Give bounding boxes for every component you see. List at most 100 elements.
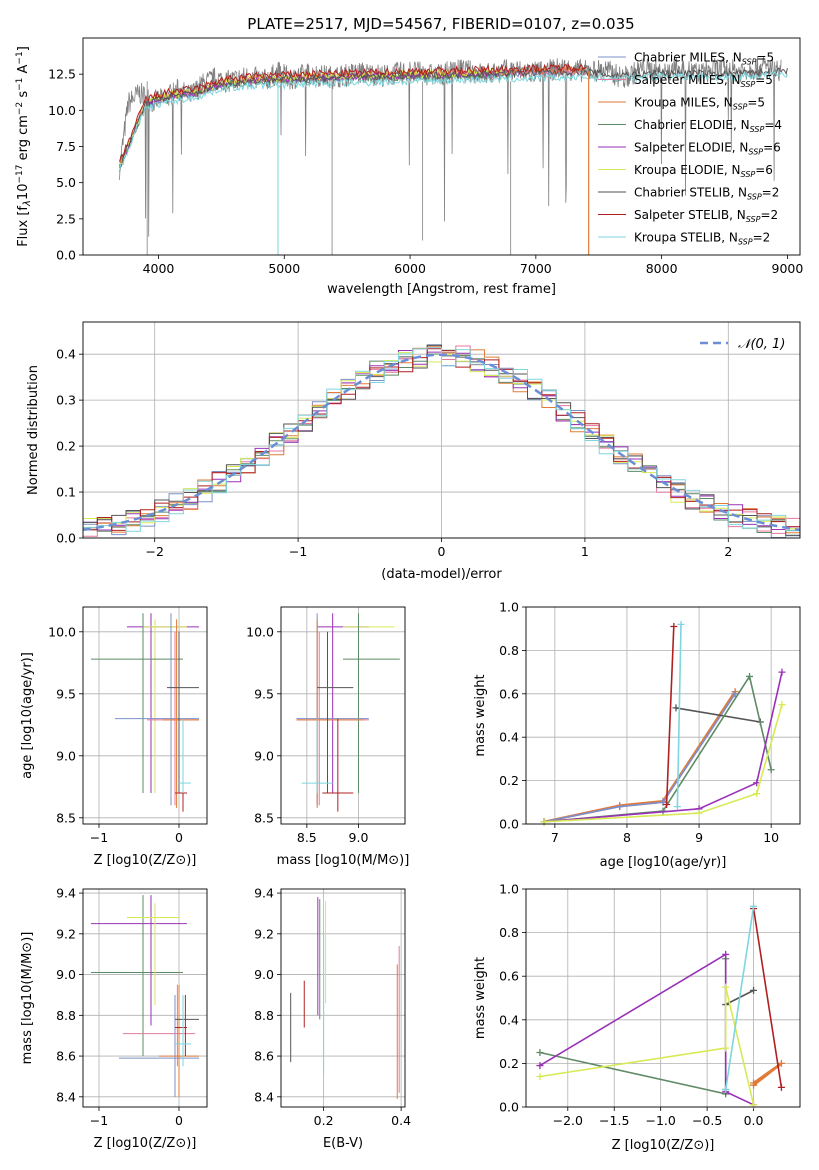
legend-entry: 𝒩(0, 1)	[738, 337, 785, 352]
legend-entry: Chabrier ELODIE, NSSP=4	[634, 118, 782, 134]
axes-2: −1 0 8.5 9.0 9.5 10.0 Z [log10(Z/Z⊙)] age [log1…	[20, 606, 208, 868]
point-marker	[722, 1044, 730, 1052]
y-tick-label: 9.0	[254, 967, 274, 982]
y-tick-label: 9.2	[56, 926, 76, 941]
axes-frame	[525, 888, 801, 1108]
y-tick-label: 8.6	[56, 1049, 76, 1064]
point-marker	[778, 701, 786, 709]
weight-line	[539, 986, 755, 1105]
spectrum-lines	[119, 56, 788, 255]
y-tick-label: 9.0	[56, 748, 76, 763]
axes-frame	[82, 606, 208, 825]
y-tick-label: 7.5	[56, 139, 76, 154]
x-tick-label: −2	[145, 544, 163, 559]
x-tick-label: −1	[90, 830, 108, 845]
x-tick-label: 8000	[646, 261, 678, 276]
point-marker	[616, 803, 624, 811]
weight-line	[752, 908, 783, 1088]
y-axis-label: Flux [fλ10−17 erg cm−2 s−1 A−1]	[15, 46, 33, 247]
y-tick-label: 0.6	[499, 686, 519, 701]
y-tick-label: 8.5	[254, 810, 274, 825]
x-axis-label: Z [log10(Z/Z⊙)]	[94, 853, 197, 868]
y-tick-label: 0.4	[499, 1012, 519, 1027]
x-tick-label: −1.5	[599, 1113, 629, 1128]
point-marker	[777, 1059, 785, 1067]
point-marker	[670, 623, 678, 631]
y-tick-label: 0.8	[499, 925, 519, 940]
axes-frame	[82, 321, 801, 539]
point-marker	[536, 1072, 544, 1080]
legend: Chabrier MILES, NSSP=5 Salpeter MILES, NS…	[598, 51, 782, 247]
y-tick-label: 0.2	[56, 439, 76, 454]
x-tick-label: 8.5	[297, 830, 317, 845]
point-marker	[659, 798, 667, 806]
x-tick-label: −1	[90, 1113, 108, 1128]
y-axis-label: mass [log10(M/M⊙)]	[20, 932, 35, 1065]
x-tick-label: 1	[581, 544, 589, 559]
weight-line	[675, 707, 761, 723]
weight-line	[543, 704, 783, 823]
axes-5: −1 0 8.4 8.6 8.8 9.0 9.2 9.4 Z [log10(Z/Z⊙)] mass…	[20, 886, 208, 1151]
x-tick-label: −0.5	[692, 1113, 722, 1128]
x-tick-label: 0.2	[314, 1113, 334, 1128]
x-axis-label: (data-model)/error	[381, 567, 502, 582]
weight-line	[752, 1062, 783, 1087]
point-marker	[722, 1086, 730, 1094]
y-tick-label: 0.0	[499, 817, 519, 832]
y-tick-label: 1.0	[499, 600, 519, 615]
axes-4: 7 8 9 10 0.0 0.2 0.4 0.6 0.8 1.0 age [log10(age/yr…	[473, 600, 801, 870]
x-tick-label: 4000	[143, 261, 175, 276]
x-tick-label: 2	[724, 544, 732, 559]
data-spectrum-line	[119, 56, 782, 237]
legend-entry: Kroupa ELODIE, NSSP=6	[634, 163, 773, 179]
point-marker	[753, 790, 761, 798]
axes-frame	[280, 606, 406, 825]
point-marker	[722, 983, 730, 991]
y-tick-label: 8.6	[254, 1049, 274, 1064]
point-marker	[536, 1049, 544, 1056]
x-axis-label: wavelength [Angstrom, rest frame]	[327, 282, 556, 297]
normal-curve	[83, 353, 800, 532]
y-tick-label: 0.1	[56, 485, 76, 500]
y-axis-label: Normed distribution	[26, 365, 41, 495]
point-marker	[673, 803, 681, 811]
axes-7: −2.0 −1.5 −1.0 −0.5 0.0 0.0 0.2 0.4 0.6 0.8 1.0 Z […	[473, 882, 801, 1153]
point-marker	[750, 1079, 758, 1087]
y-tick-label: 10.0	[48, 624, 76, 639]
x-axis-label: Z [log10(Z/Z⊙)]	[612, 1138, 715, 1153]
y-tick-label: 9.4	[254, 886, 274, 901]
y-tick-label: 0.2	[499, 1056, 519, 1071]
y-tick-label: 9.4	[56, 886, 76, 901]
x-tick-label: 0.4	[391, 1113, 411, 1128]
histogram-lines	[83, 344, 800, 538]
y-tick-label: 9.0	[56, 967, 76, 982]
axes-0: 4000 5000 6000 7000 8000 9000 0.0 2.5 5.0 7.5 10.0…	[15, 37, 803, 297]
x-axis-label: Z [log10(Z/Z⊙)]	[94, 1136, 197, 1151]
point-marker	[746, 672, 754, 680]
point-marker	[677, 620, 685, 628]
y-tick-label: 10.0	[48, 103, 76, 118]
y-tick-label: 5.0	[56, 175, 76, 190]
x-axis-label: E(B-V)	[323, 1136, 363, 1151]
point-marker	[750, 902, 758, 910]
x-tick-label: −2.0	[553, 1113, 583, 1128]
axes-frame	[82, 888, 208, 1108]
axes-3: 8.5 9.0 8.5 9.0 9.5 10.0 mass [log10(M/M⊙)]	[246, 606, 409, 868]
axes-1: −2 −1 0 1 2 0.0 0.1 0.2 0.3 0.4 (data-model)/error…	[26, 321, 801, 582]
y-axis-label: mass weight	[473, 957, 488, 1039]
y-tick-label: 9.5	[56, 686, 76, 701]
axes-frame	[82, 37, 801, 256]
axes-frame	[280, 888, 406, 1108]
x-tick-label: 9	[695, 830, 703, 845]
y-axis-label: mass weight	[473, 674, 488, 756]
y-tick-label: 0.0	[499, 1100, 519, 1115]
y-tick-label: 0.0	[56, 248, 76, 263]
y-tick-label: 8.4	[254, 1089, 274, 1104]
y-tick-label: 0.4	[56, 347, 76, 362]
x-tick-label: 8	[623, 830, 631, 845]
weight-line	[539, 952, 754, 1106]
y-tick-label: 8.8	[56, 1008, 76, 1023]
weight-line	[676, 624, 682, 807]
y-tick-label: 8.4	[56, 1089, 76, 1104]
legend-entry: Chabrier MILES, NSSP=5	[634, 51, 774, 67]
